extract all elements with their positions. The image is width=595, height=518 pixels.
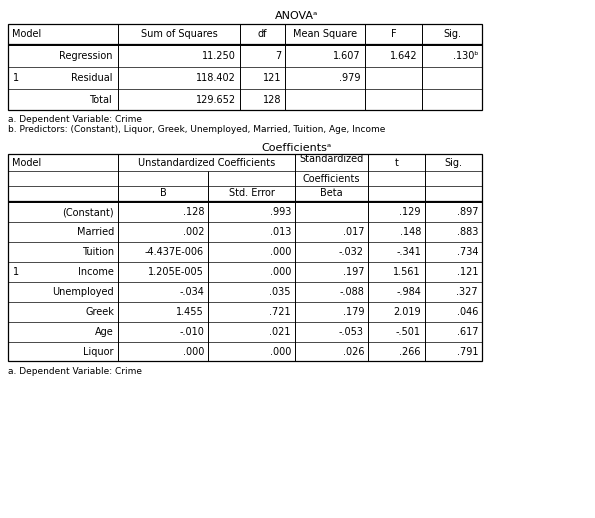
Text: .148: .148: [400, 227, 421, 237]
Text: .130ᵇ: .130ᵇ: [453, 51, 478, 61]
Text: 1: 1: [13, 267, 19, 277]
Text: .897: .897: [456, 207, 478, 217]
Text: .993: .993: [270, 207, 291, 217]
Text: .128: .128: [183, 207, 204, 217]
Text: a. Dependent Variable: Crime: a. Dependent Variable: Crime: [8, 367, 142, 376]
Text: .000: .000: [270, 267, 291, 277]
Text: .000: .000: [270, 247, 291, 257]
Text: .017: .017: [343, 227, 364, 237]
Text: Coefficientsᵃ: Coefficientsᵃ: [262, 143, 332, 153]
Text: 1.455: 1.455: [176, 307, 204, 317]
Text: 1: 1: [13, 73, 19, 83]
Text: .002: .002: [183, 227, 204, 237]
Text: .197: .197: [343, 267, 364, 277]
Text: 1.561: 1.561: [393, 267, 421, 277]
Text: Unemployed: Unemployed: [52, 287, 114, 297]
Text: B: B: [159, 189, 167, 198]
Text: .129: .129: [399, 207, 421, 217]
Text: -.341: -.341: [396, 247, 421, 257]
Text: .617: .617: [456, 327, 478, 337]
Text: Model: Model: [12, 29, 41, 39]
Text: 11.250: 11.250: [202, 51, 236, 61]
Text: 7: 7: [275, 51, 281, 61]
Text: Mean Square: Mean Square: [293, 29, 357, 39]
Text: Age: Age: [95, 327, 114, 337]
Text: Sum of Squares: Sum of Squares: [140, 29, 217, 39]
Text: Married: Married: [77, 227, 114, 237]
Text: Regression: Regression: [58, 51, 112, 61]
Text: Liquor: Liquor: [83, 347, 114, 357]
Text: -.984: -.984: [396, 287, 421, 297]
Text: Income: Income: [78, 267, 114, 277]
Text: .121: .121: [456, 267, 478, 277]
Text: .734: .734: [456, 247, 478, 257]
Text: .021: .021: [270, 327, 291, 337]
Text: .035: .035: [270, 287, 291, 297]
Text: Beta: Beta: [320, 189, 343, 198]
Text: .179: .179: [343, 307, 364, 317]
Text: 1.642: 1.642: [390, 51, 418, 61]
Text: Sig.: Sig.: [443, 29, 461, 39]
Text: -.501: -.501: [396, 327, 421, 337]
Text: Model: Model: [12, 157, 41, 167]
Text: 1.607: 1.607: [333, 51, 361, 61]
Text: .013: .013: [270, 227, 291, 237]
Text: Sig.: Sig.: [444, 157, 462, 167]
Text: .026: .026: [343, 347, 364, 357]
Text: Std. Error: Std. Error: [228, 189, 274, 198]
Text: Residual: Residual: [70, 73, 112, 83]
Bar: [8, 154, 482, 361]
Text: Unstandardized Coefficients: Unstandardized Coefficients: [138, 157, 275, 167]
Text: .883: .883: [456, 227, 478, 237]
Text: -.034: -.034: [179, 287, 204, 297]
Text: -.088: -.088: [339, 287, 364, 297]
Text: 1.205E-005: 1.205E-005: [148, 267, 204, 277]
Text: Tuition: Tuition: [82, 247, 114, 257]
Text: a. Dependent Variable: Crime: a. Dependent Variable: Crime: [8, 116, 142, 124]
Text: F: F: [391, 29, 396, 39]
Text: -.053: -.053: [339, 327, 364, 337]
Text: (Constant): (Constant): [62, 207, 114, 217]
Text: Coefficients: Coefficients: [303, 174, 360, 183]
Text: Total: Total: [89, 95, 112, 105]
Text: .000: .000: [270, 347, 291, 357]
Text: 129.652: 129.652: [196, 95, 236, 105]
Text: .979: .979: [340, 73, 361, 83]
Text: -.010: -.010: [179, 327, 204, 337]
Text: 118.402: 118.402: [196, 73, 236, 83]
Text: t: t: [394, 157, 399, 167]
Text: 121: 121: [262, 73, 281, 83]
Text: Greek: Greek: [85, 307, 114, 317]
Text: b. Predictors: (Constant), Liquor, Greek, Unemployed, Married, Tuition, Age, Inc: b. Predictors: (Constant), Liquor, Greek…: [8, 125, 386, 135]
Text: .721: .721: [270, 307, 291, 317]
Text: 2.019: 2.019: [393, 307, 421, 317]
Text: .046: .046: [456, 307, 478, 317]
Text: .000: .000: [183, 347, 204, 357]
Text: .327: .327: [456, 287, 478, 297]
Bar: [8, 24, 482, 110]
Text: .266: .266: [399, 347, 421, 357]
Text: Standardized: Standardized: [299, 154, 364, 165]
Text: df: df: [258, 29, 267, 39]
Text: -4.437E-006: -4.437E-006: [145, 247, 204, 257]
Text: -.032: -.032: [339, 247, 364, 257]
Text: ANOVAᵃ: ANOVAᵃ: [275, 11, 319, 21]
Text: 128: 128: [262, 95, 281, 105]
Text: .791: .791: [456, 347, 478, 357]
